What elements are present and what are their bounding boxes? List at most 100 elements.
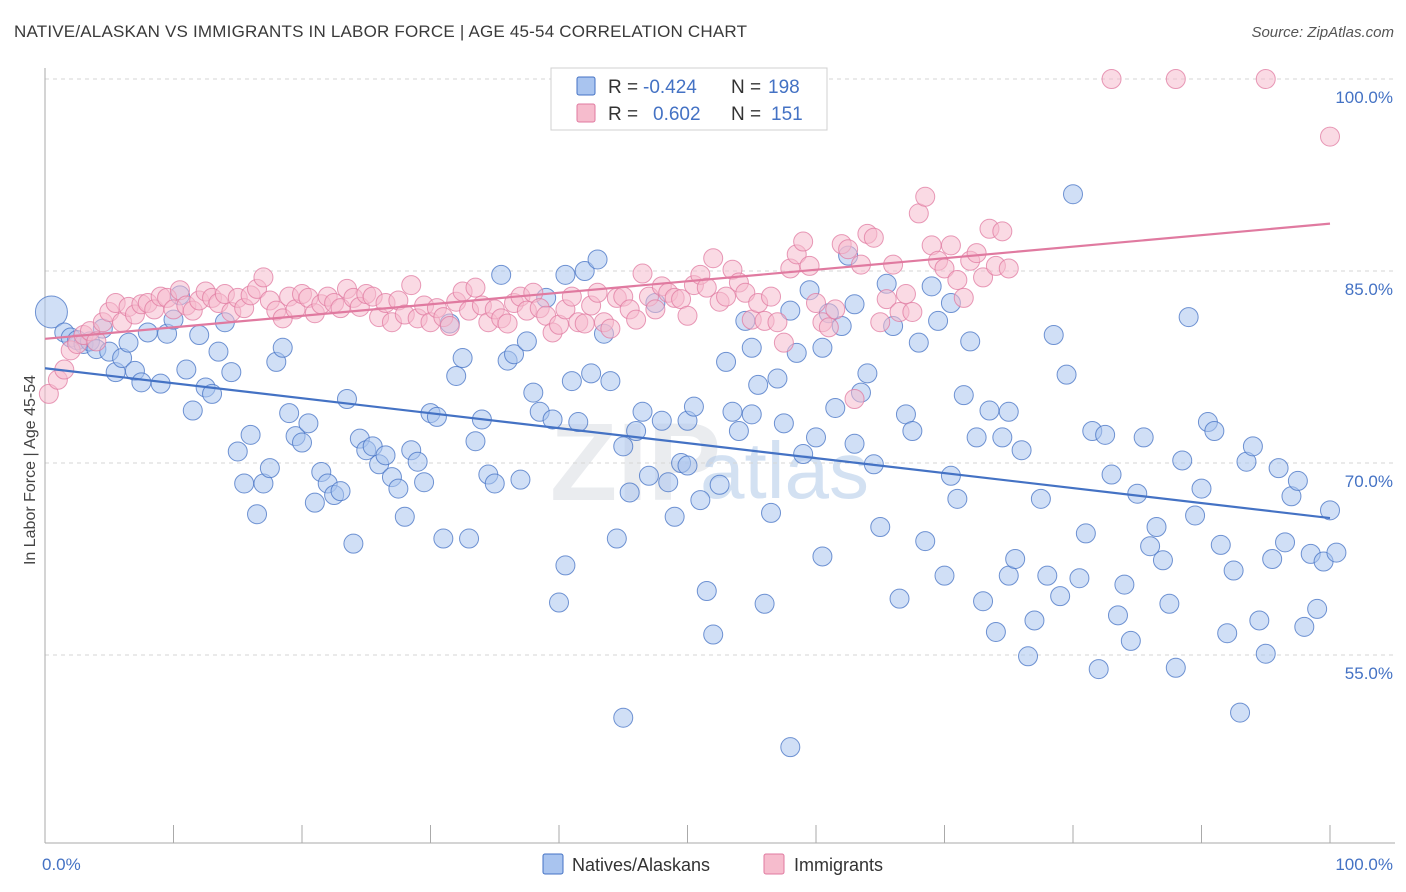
point-immigrants — [799, 255, 820, 276]
point-natives — [561, 371, 582, 392]
bottom-legend-natives: Natives/Alaskans — [572, 855, 710, 875]
point-natives — [549, 592, 569, 613]
point-natives — [1249, 610, 1270, 631]
point-natives — [767, 368, 788, 389]
point-natives — [870, 517, 891, 537]
point-natives — [568, 412, 589, 433]
point-immigrants — [497, 313, 518, 334]
point-immigrants — [716, 286, 737, 307]
point-natives — [806, 427, 826, 448]
point-immigrants — [86, 331, 107, 352]
point-natives — [1146, 517, 1167, 537]
point-immigrants — [992, 221, 1013, 242]
point-natives — [574, 261, 595, 281]
point-natives — [388, 478, 409, 499]
point-natives — [928, 310, 949, 331]
point-natives — [812, 337, 833, 358]
point-natives — [426, 406, 447, 427]
point-natives — [966, 427, 987, 448]
point-natives — [1287, 470, 1308, 491]
point-natives — [696, 581, 717, 601]
point-immigrants — [465, 277, 486, 298]
legend-swatch-natives — [576, 76, 596, 96]
point-natives — [1101, 464, 1122, 485]
point-natives — [934, 565, 955, 586]
legend-r-value: 0.602 — [653, 104, 701, 125]
point-natives — [985, 621, 1006, 642]
point-natives — [189, 325, 210, 345]
point-natives — [1050, 586, 1071, 607]
tick-labels: 55.0% 70.0% 85.0% 100.0% 0.0% 100.0% — [42, 88, 1393, 874]
point-natives — [1204, 421, 1225, 441]
point-immigrants — [632, 263, 653, 284]
point-natives — [1069, 568, 1090, 589]
point-immigrants — [793, 231, 814, 252]
point-natives — [131, 372, 152, 393]
point-natives — [658, 472, 679, 493]
point-natives — [1230, 702, 1251, 723]
point-natives — [1223, 560, 1244, 581]
point-natives — [902, 421, 923, 441]
point-natives — [1242, 436, 1263, 457]
point-natives — [272, 337, 293, 358]
point-immigrants — [677, 305, 698, 326]
point-natives — [1165, 657, 1186, 678]
point-natives — [1178, 307, 1199, 328]
point-natives — [504, 344, 525, 365]
point-immigrants — [966, 243, 987, 264]
point-immigrants — [761, 286, 782, 307]
point-natives — [1075, 523, 1096, 544]
point-immigrants — [806, 293, 826, 313]
point-natives — [600, 371, 621, 392]
point-immigrants — [915, 186, 936, 207]
point-natives — [394, 506, 415, 527]
point-natives — [336, 389, 357, 409]
point-natives — [587, 249, 608, 270]
point-immigrants — [1165, 69, 1186, 89]
legend-box: R = -0.424 N = 198 R = 0.602 N = 151 — [550, 67, 828, 131]
point-natives — [1217, 623, 1238, 644]
point-natives — [709, 474, 730, 495]
point-immigrants — [863, 227, 884, 248]
point-immigrants — [38, 383, 59, 404]
point-natives — [825, 397, 846, 418]
point-natives — [915, 531, 936, 552]
point-immigrants — [703, 248, 724, 269]
point-natives — [754, 593, 775, 614]
bottom-legend-swatch-natives — [542, 853, 564, 875]
point-natives — [279, 403, 300, 424]
point-natives — [407, 451, 428, 472]
point-natives — [844, 433, 865, 454]
legend-n-value: 198 — [768, 77, 800, 98]
point-natives — [921, 276, 942, 297]
point-immigrants — [645, 299, 666, 320]
point-natives — [1114, 574, 1135, 595]
bottom-legend-swatch-immigrants — [763, 853, 785, 875]
point-natives — [683, 396, 704, 417]
point-natives — [741, 337, 762, 358]
point-immigrants — [838, 239, 859, 260]
point-natives — [703, 624, 724, 645]
point-natives — [1152, 550, 1173, 571]
point-natives — [773, 413, 794, 434]
point-natives — [690, 490, 711, 511]
point-natives — [960, 331, 981, 352]
point-natives — [940, 465, 961, 486]
point-natives — [465, 431, 486, 452]
point-natives — [1307, 598, 1328, 619]
point-natives — [491, 264, 512, 285]
point-natives — [240, 424, 261, 445]
point-natives — [304, 492, 325, 513]
point-immigrants — [844, 389, 865, 409]
trend-line-immigrants — [44, 222, 1331, 340]
point-natives — [606, 528, 627, 549]
point-natives — [664, 506, 685, 527]
point-natives — [182, 400, 203, 421]
point-natives — [632, 401, 653, 422]
data-points — [34, 69, 1347, 758]
point-natives — [330, 481, 351, 502]
point-natives — [1172, 450, 1193, 471]
point-immigrants — [600, 318, 621, 339]
point-natives — [1320, 500, 1340, 521]
